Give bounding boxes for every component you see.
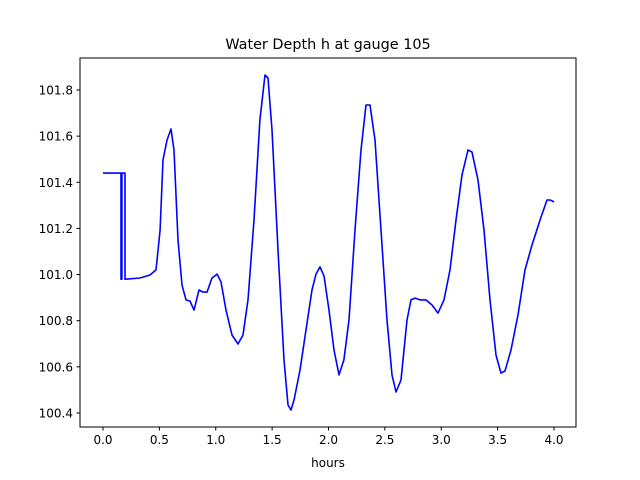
y-tick-label: 100.6: [39, 360, 73, 374]
series-line-h: [103, 74, 555, 411]
x-tick-label: 3.5: [488, 433, 507, 447]
y-tick-label: 101.0: [39, 268, 73, 282]
y-tick-label: 100.8: [39, 314, 73, 328]
chart-title: Water Depth h at gauge 105: [225, 37, 430, 53]
x-tick-label: 1.5: [263, 433, 282, 447]
x-tick-label: 1.0: [206, 433, 225, 447]
y-tick-label: 101.4: [39, 176, 73, 190]
y-tick-label: 101.2: [39, 222, 73, 236]
x-tick-label: 4.0: [544, 433, 563, 447]
x-tick-label: 0.5: [150, 433, 169, 447]
x-tick-label: 2.0: [319, 433, 338, 447]
y-tick-label: 101.6: [39, 130, 73, 144]
y-tick-label: 101.8: [39, 84, 73, 98]
x-tick-label: 2.5: [375, 433, 394, 447]
x-tick-label: 0.0: [93, 433, 112, 447]
plot-area-frame: [79, 57, 577, 428]
x-tick-label: 3.0: [432, 433, 451, 447]
y-tick-label: 100.4: [39, 406, 73, 420]
x-axis-label: hours: [311, 456, 345, 470]
